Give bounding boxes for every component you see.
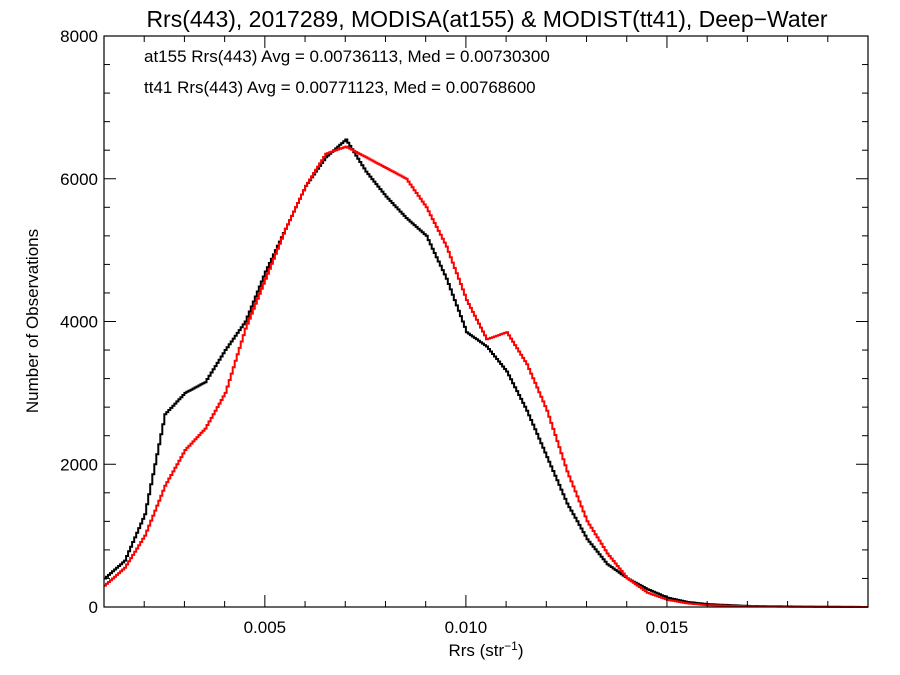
y-axis-ticks: 0 2000 4000 6000 8000 — [60, 27, 868, 617]
x-axis-label: Rrs (str−1) — [448, 639, 523, 660]
x-axis-label-superscript: −1 — [504, 639, 518, 653]
annotations: at155 Rrs(443) Avg = 0.00736113, Med = 0… — [144, 47, 550, 97]
plot-frame — [103, 35, 869, 608]
x-tick-label: 0.015 — [646, 618, 689, 637]
chart-title: Rrs(443), 2017289, MODISA(at155) & MODIS… — [146, 6, 827, 32]
x-axis-ticks: 0.005 0.010 0.015 — [103, 36, 869, 637]
series-line-1 — [104, 145, 868, 608]
series-layer — [104, 138, 868, 608]
y-axis-label: Number of Observations — [23, 229, 42, 413]
x-axis-label-main: Rrs (str — [448, 641, 504, 660]
series-line-0 — [104, 138, 868, 608]
x-tick-label: 0.005 — [244, 618, 287, 637]
x-axis-label-close: ) — [518, 641, 524, 660]
x-tick-label: 0.010 — [445, 618, 488, 637]
y-tick-label: 8000 — [60, 27, 98, 46]
annotation-tt41: tt41 Rrs(443) Avg = 0.00771123, Med = 0.… — [144, 78, 536, 97]
y-tick-label: 6000 — [60, 170, 98, 189]
y-tick-label: 4000 — [60, 313, 98, 332]
y-tick-label: 2000 — [60, 455, 98, 474]
y-tick-label: 0 — [89, 598, 98, 617]
annotation-at155: at155 Rrs(443) Avg = 0.00736113, Med = 0… — [144, 47, 550, 66]
